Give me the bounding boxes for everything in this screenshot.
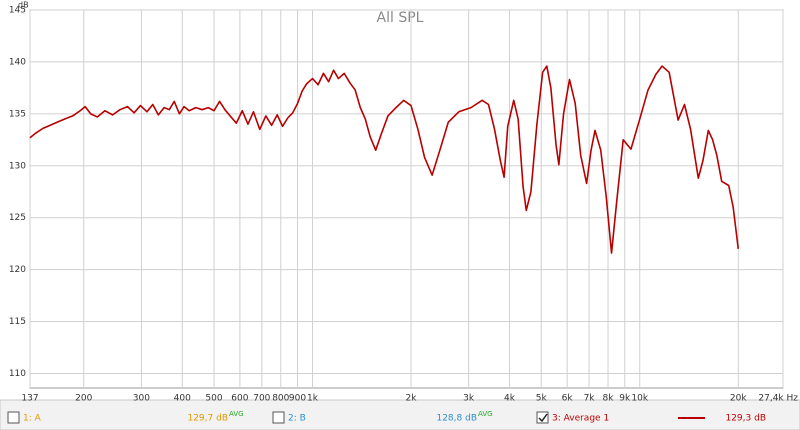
x-tick-label: 8k — [603, 394, 615, 404]
x-tick-label: 5k — [536, 394, 548, 404]
x-tick-label: 3k — [463, 394, 475, 404]
x-tick-label: 400 — [174, 394, 191, 404]
x-tick-label: 1k — [307, 394, 319, 404]
x-tick-label: 137 — [21, 394, 38, 404]
x-tick-label: 900 — [289, 394, 306, 404]
x-tick-label: 7k — [584, 394, 596, 404]
y-tick-label: 125 — [9, 213, 26, 223]
legend-label: 3: Average 1 — [552, 414, 609, 424]
legend-label: 1: A — [23, 414, 42, 424]
x-tick-label: 4k — [504, 394, 516, 404]
x-tick-label: 200 — [75, 394, 92, 404]
checkbox[interactable] — [272, 411, 285, 424]
y-tick-label: 135 — [9, 109, 26, 119]
x-tick-label: 300 — [133, 394, 150, 404]
x-tick-label: 500 — [205, 394, 222, 404]
y-tick-label: 120 — [9, 265, 26, 275]
legend-value: 129,7 dB — [187, 414, 228, 424]
legend-value: 128,8 dB — [436, 414, 477, 424]
x-tick-label: 2k — [406, 394, 418, 404]
y-tick-label: 130 — [9, 161, 26, 171]
legend-label: 2: B — [288, 414, 306, 424]
data-line — [29, 65, 740, 254]
legend-suffix: AVG — [229, 410, 244, 418]
chart-title: All SPL — [377, 10, 424, 26]
x-tick-label: 800 — [272, 394, 289, 404]
x-tick-label: 9k — [619, 394, 631, 404]
y-unit: dB — [18, 1, 29, 10]
y-tick-label: 145 — [9, 6, 26, 16]
x-tick-label: 10k — [631, 394, 648, 404]
legend-suffix: AVG — [478, 410, 493, 418]
legend-value: 129,3 dB — [725, 414, 766, 424]
y-tick-label: 110 — [9, 369, 26, 379]
x-tick-label: 27,4k Hz — [758, 394, 798, 404]
checkmark — [538, 413, 548, 423]
x-tick-label: 20k — [730, 394, 747, 404]
checkbox[interactable] — [7, 411, 20, 424]
x-tick-label: 700 — [253, 394, 270, 404]
x-tick-label: 600 — [231, 394, 248, 404]
x-tick-label: 6k — [562, 394, 574, 404]
checkbox[interactable] — [536, 411, 549, 424]
y-tick-label: 115 — [9, 317, 26, 327]
legend-bar — [0, 399, 800, 430]
y-tick-label: 140 — [9, 57, 26, 67]
